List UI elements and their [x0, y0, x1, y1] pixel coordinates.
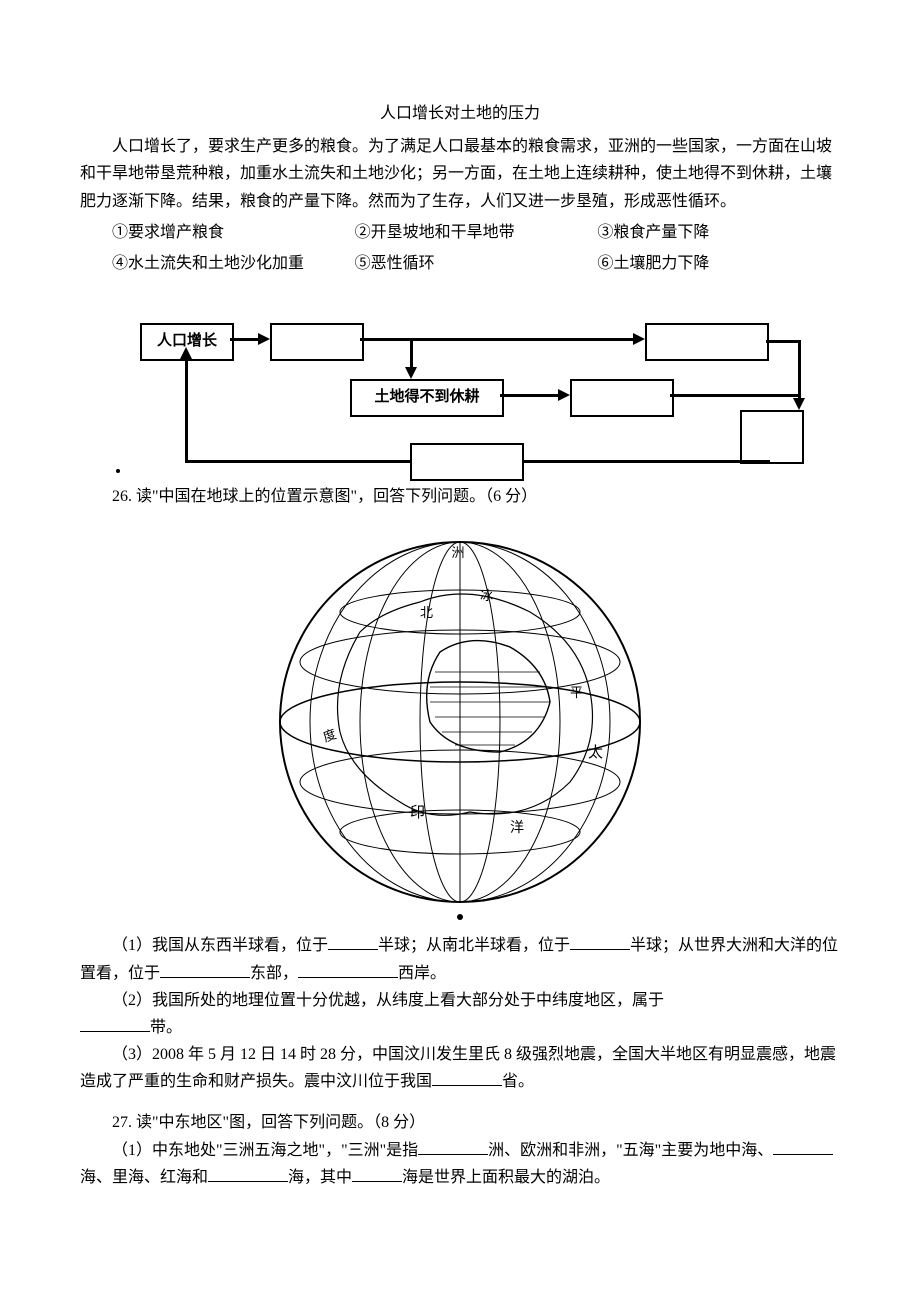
option-5: ⑤恶性循环: [355, 250, 598, 277]
svg-text:洲: 洲: [451, 545, 464, 560]
box-empty-mid-right: [570, 379, 674, 417]
svg-text:冰: 冰: [480, 588, 493, 603]
blank[interactable]: [298, 961, 398, 978]
svg-text:洋: 洋: [510, 820, 524, 836]
box-empty-top-right: [645, 323, 769, 361]
flow-diagram: 人口增长 土地得不到休耕: [110, 293, 810, 473]
q26-p1-d: 东部，: [250, 965, 298, 982]
blank[interactable]: [80, 1015, 150, 1032]
q27-stem: 27. 读"中东地区"图，回答下列问题。（8 分）: [80, 1109, 840, 1136]
q26-p1-b: 半球；从南北半球看，位于: [378, 937, 570, 954]
q26-p2: （2）我国所处的地理位置十分优越，从纬度上看大部分处于中纬度地区，属于 带。: [80, 987, 840, 1041]
option-3: ③粮食产量下降: [597, 219, 840, 246]
options-row-2: ④水土流失和土地沙化加重 ⑤恶性循环 ⑥土壤肥力下降: [112, 250, 840, 277]
q26-p3: （3）2008 年 5 月 12 日 14 时 28 分，中国汶川发生里氏 8 …: [80, 1041, 840, 1095]
q27-p1-e: 海是世界上面积最大的湖泊。: [402, 1169, 610, 1186]
q26-p1-a: （1）我国从东西半球看，位于: [112, 937, 328, 954]
q27-p1: （1）中东地处"三洲五海之地"，"三洲"是指 洲、欧洲和非洲，"五海"主要为地中海…: [80, 1137, 840, 1191]
blank[interactable]: [160, 961, 250, 978]
box-empty-1: [270, 323, 364, 361]
options-row-1: ①要求增产粮食 ②开垦坡地和干旱地带 ③粮食产量下降: [112, 219, 840, 246]
option-4: ④水土流失和土地沙化加重: [112, 250, 355, 277]
blank[interactable]: [432, 1069, 502, 1086]
blank[interactable]: [328, 933, 378, 950]
q27-p1-c: 海、里海、红海和: [80, 1169, 208, 1186]
globe-figure: 洲 北 冰 平 太 印 洋 度: [270, 522, 650, 922]
svg-text:平: 平: [570, 685, 583, 700]
q26-p1-e: 西岸。: [398, 965, 446, 982]
option-6: ⑥土壤肥力下降: [597, 250, 840, 277]
q27-p1-b: 洲、欧洲和非洲，"五海"主要为地中海、: [488, 1142, 773, 1159]
exam-page: 人口增长对土地的压力 人口增长了，要求生产更多的粮食。为了满足人口最基本的粮食需…: [0, 0, 920, 1302]
blank[interactable]: [208, 1165, 288, 1182]
blank[interactable]: [352, 1165, 402, 1182]
option-2: ②开垦坡地和干旱地带: [355, 219, 598, 246]
box-empty-bottom-mid: [410, 443, 524, 481]
q26-p1: （1）我国从东西半球看，位于半球；从南北半球看，位于半球；从世界大洲和大洋的位置…: [80, 932, 840, 986]
box-land-no-rest: 土地得不到休耕: [350, 379, 504, 417]
q27-p1-d: 海，其中: [288, 1169, 352, 1186]
svg-text:太: 太: [588, 744, 603, 761]
q27-p1-a: （1）中东地处"三洲五海之地"，"三洲"是指: [112, 1142, 418, 1159]
blank[interactable]: [418, 1138, 488, 1155]
section1-paragraph: 人口增长了，要求生产更多的粮食。为了满足人口最基本的粮食需求，亚洲的一些国家，一…: [80, 133, 840, 215]
svg-text:印: 印: [410, 804, 425, 821]
spacer: [80, 1095, 840, 1109]
section1-title: 人口增长对土地的压力: [80, 100, 840, 127]
q26-p3-b: 省。: [502, 1073, 534, 1090]
blank[interactable]: [570, 933, 630, 950]
q26-p2-b: 带。: [150, 1019, 182, 1036]
q26-stem: 26. 读"中国在地球上的位置示意图"，回答下列问题。（6 分）: [80, 483, 840, 510]
box-empty-bottom-right: [740, 410, 804, 464]
q26-p2-a: （2）我国所处的地理位置十分优越，从纬度上看大部分处于中纬度地区，属于: [112, 992, 664, 1009]
option-1: ①要求增产粮食: [112, 219, 355, 246]
svg-text:北: 北: [420, 605, 433, 620]
blank[interactable]: [773, 1138, 833, 1155]
